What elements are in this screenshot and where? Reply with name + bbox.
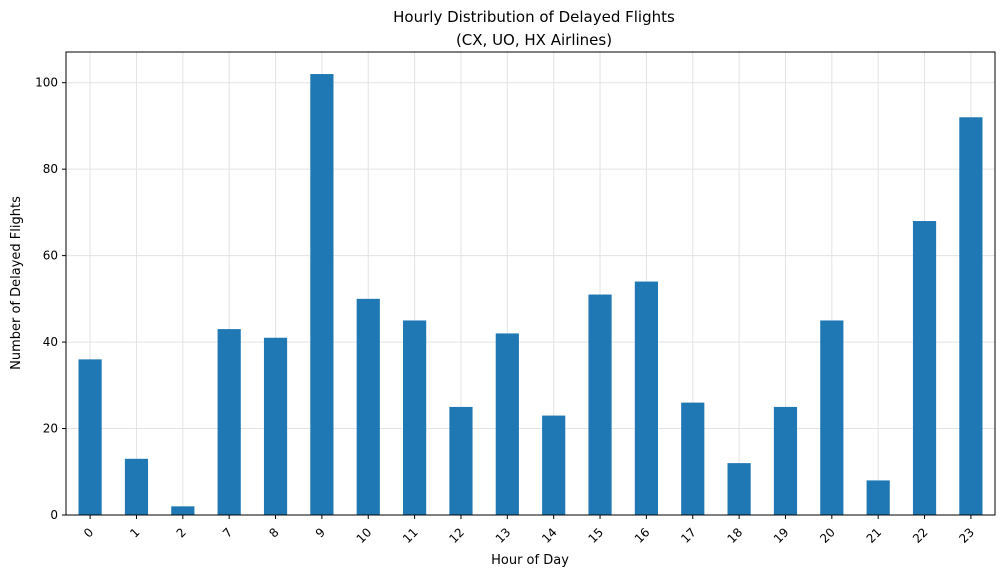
bar-hour-7 [217, 329, 241, 515]
bar-hour-11 [403, 320, 427, 515]
bar-hour-10 [356, 298, 380, 515]
bar-hour-22 [912, 221, 937, 516]
x-tick-label-23: 23 [956, 525, 977, 546]
bar-hour-1 [124, 458, 149, 515]
bar-hour-0 [78, 359, 102, 515]
y-axis-label: Number of Delayed Flights [9, 196, 24, 370]
x-tick-label-12: 12 [446, 525, 467, 546]
x-tick-label-9: 9 [313, 525, 328, 540]
x-tick-label-10: 10 [354, 525, 375, 546]
bar-hour-20 [820, 320, 844, 515]
x-tick-label-22: 22 [910, 525, 931, 546]
bar-hour-21 [866, 480, 890, 515]
x-tick-label-20: 20 [817, 525, 838, 546]
y-axis-ticks: 0 20 40 60 80 100 [35, 76, 66, 522]
x-axis-ticks: 0 1 2 7 8 9 10 11 12 13 14 15 16 17 18 19 20 21 22 23 [81, 515, 977, 546]
y-tick-label-0: 0 [50, 508, 58, 522]
bar-hour-17 [681, 402, 705, 515]
bar-hour-8 [263, 337, 288, 515]
x-tick-label-11: 11 [400, 525, 421, 546]
x-tick-label-0: 0 [81, 525, 96, 540]
y-tick-label-40: 40 [43, 335, 58, 349]
y-tick-label-80: 80 [43, 162, 58, 176]
chart-subtitle: (CX, UO, HX Airlines) [456, 31, 612, 49]
x-tick-label-1: 1 [127, 525, 142, 540]
y-tick-label-60: 60 [43, 249, 58, 263]
bar-hour-9 [310, 74, 334, 516]
chart-title: Hourly Distribution of Delayed Flights [393, 8, 675, 26]
x-tick-label-16: 16 [632, 525, 653, 546]
x-tick-label-19: 19 [771, 525, 792, 546]
bar-hour-2 [171, 506, 195, 515]
x-tick-label-21: 21 [864, 525, 885, 546]
x-tick-label-8: 8 [266, 525, 281, 540]
bar-hour-18 [727, 463, 751, 515]
plot-frame [65, 51, 996, 516]
bar-hour-14 [542, 415, 566, 515]
x-tick-label-17: 17 [678, 525, 699, 546]
x-tick-label-15: 15 [585, 525, 606, 546]
bar-hour-19 [773, 406, 798, 515]
x-axis-label: Hour of Day [491, 553, 569, 568]
y-tick-label-100: 100 [35, 76, 58, 90]
bar-hour-16 [634, 281, 658, 515]
y-tick-label-20: 20 [43, 422, 58, 436]
grid-layer [66, 52, 995, 516]
x-tick-label-2: 2 [174, 525, 189, 540]
bar-hour-12 [449, 406, 473, 515]
bar-hour-23 [959, 117, 983, 515]
x-tick-label-13: 13 [493, 525, 514, 546]
x-tick-label-14: 14 [539, 525, 560, 546]
bar-hour-13 [495, 333, 519, 515]
bar-layer [78, 74, 983, 516]
bar-hour-15 [588, 294, 612, 515]
x-tick-label-18: 18 [725, 525, 746, 546]
x-tick-label-7: 7 [220, 525, 235, 540]
